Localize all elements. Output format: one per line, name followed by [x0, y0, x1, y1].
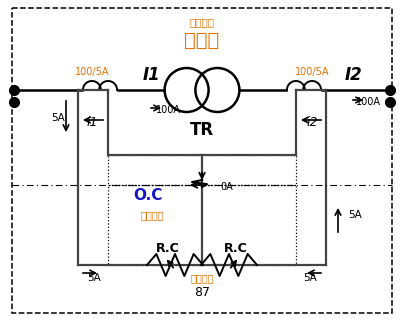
Bar — [108, 155, 296, 185]
Text: 100/5A: 100/5A — [295, 67, 329, 77]
Text: 0A: 0A — [220, 182, 233, 192]
Text: R.C: R.C — [156, 241, 180, 255]
Text: i2: i2 — [306, 116, 318, 128]
Text: I1: I1 — [143, 66, 161, 84]
Text: 100/5A: 100/5A — [75, 67, 109, 77]
Text: 5A: 5A — [87, 273, 101, 283]
Text: R.C: R.C — [224, 241, 248, 255]
Bar — [108, 185, 296, 265]
Text: 100A: 100A — [156, 105, 181, 115]
Text: 100A: 100A — [356, 97, 381, 107]
Text: 5A: 5A — [303, 273, 317, 283]
Text: 변압기: 변압기 — [184, 30, 220, 49]
Text: 5A: 5A — [348, 210, 362, 220]
Text: 보호범위: 보호범위 — [189, 17, 215, 27]
Text: 억제코일: 억제코일 — [190, 273, 214, 283]
Text: 5A: 5A — [51, 113, 65, 123]
Text: 87: 87 — [194, 285, 210, 299]
Text: O.C: O.C — [133, 187, 163, 203]
Text: I2: I2 — [345, 66, 363, 84]
Text: 동작코일: 동작코일 — [140, 210, 164, 220]
Text: TR: TR — [190, 121, 214, 139]
Text: i1: i1 — [86, 116, 98, 128]
